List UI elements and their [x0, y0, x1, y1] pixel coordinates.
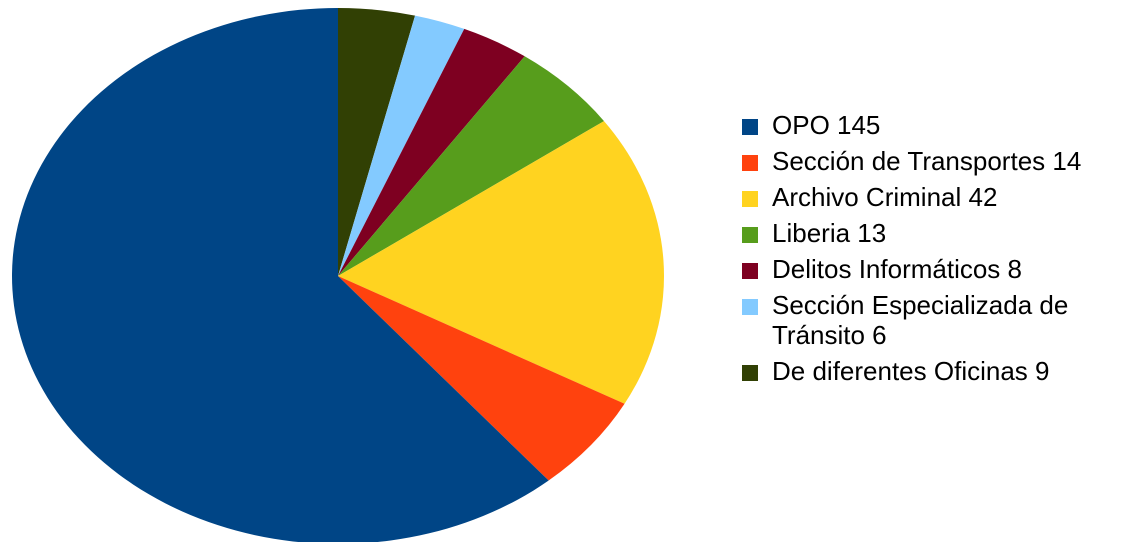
legend-swatch [742, 263, 758, 279]
legend-item: Sección de Transportes 14 [738, 146, 1118, 176]
pie-slice-4 [338, 28, 525, 276]
legend-label: Delitos Informáticos 8 [772, 254, 1022, 284]
legend-label: Sección de Transportes 14 [772, 146, 1082, 176]
legend-swatch [742, 227, 758, 243]
legend-swatch [742, 299, 758, 315]
legend-swatch [742, 365, 758, 381]
legend-item: Sección Especializada de Tránsito 6 [738, 290, 1118, 350]
pie-slice-6 [338, 7, 416, 276]
pie-slice-5 [338, 15, 465, 277]
legend-label: Liberia 13 [772, 218, 887, 248]
legend-item: Archivo Criminal 42 [738, 182, 1118, 212]
legend-item: De diferentes Oficinas 9 [738, 356, 1118, 386]
legend-swatch [742, 155, 758, 171]
pie-slice-2 [338, 121, 665, 404]
legend-swatch [742, 191, 758, 207]
legend-label: Archivo Criminal 42 [772, 182, 998, 212]
chart-legend: OPO 145 Sección de Transportes 14 Archivo … [738, 110, 1118, 392]
pie-slice-3 [338, 56, 605, 276]
legend-item: Delitos Informáticos 8 [738, 254, 1118, 284]
legend-label: OPO 145 [772, 110, 881, 140]
legend-item: Liberia 13 [738, 218, 1118, 248]
pie-slice-0 [12, 8, 549, 542]
legend-item: OPO 145 [738, 110, 1118, 140]
legend-label: Sección Especializada de Tránsito 6 [772, 290, 1069, 350]
legend-label: De diferentes Oficinas 9 [772, 356, 1050, 386]
pie-slice-1 [338, 276, 625, 481]
legend-swatch [742, 119, 758, 135]
